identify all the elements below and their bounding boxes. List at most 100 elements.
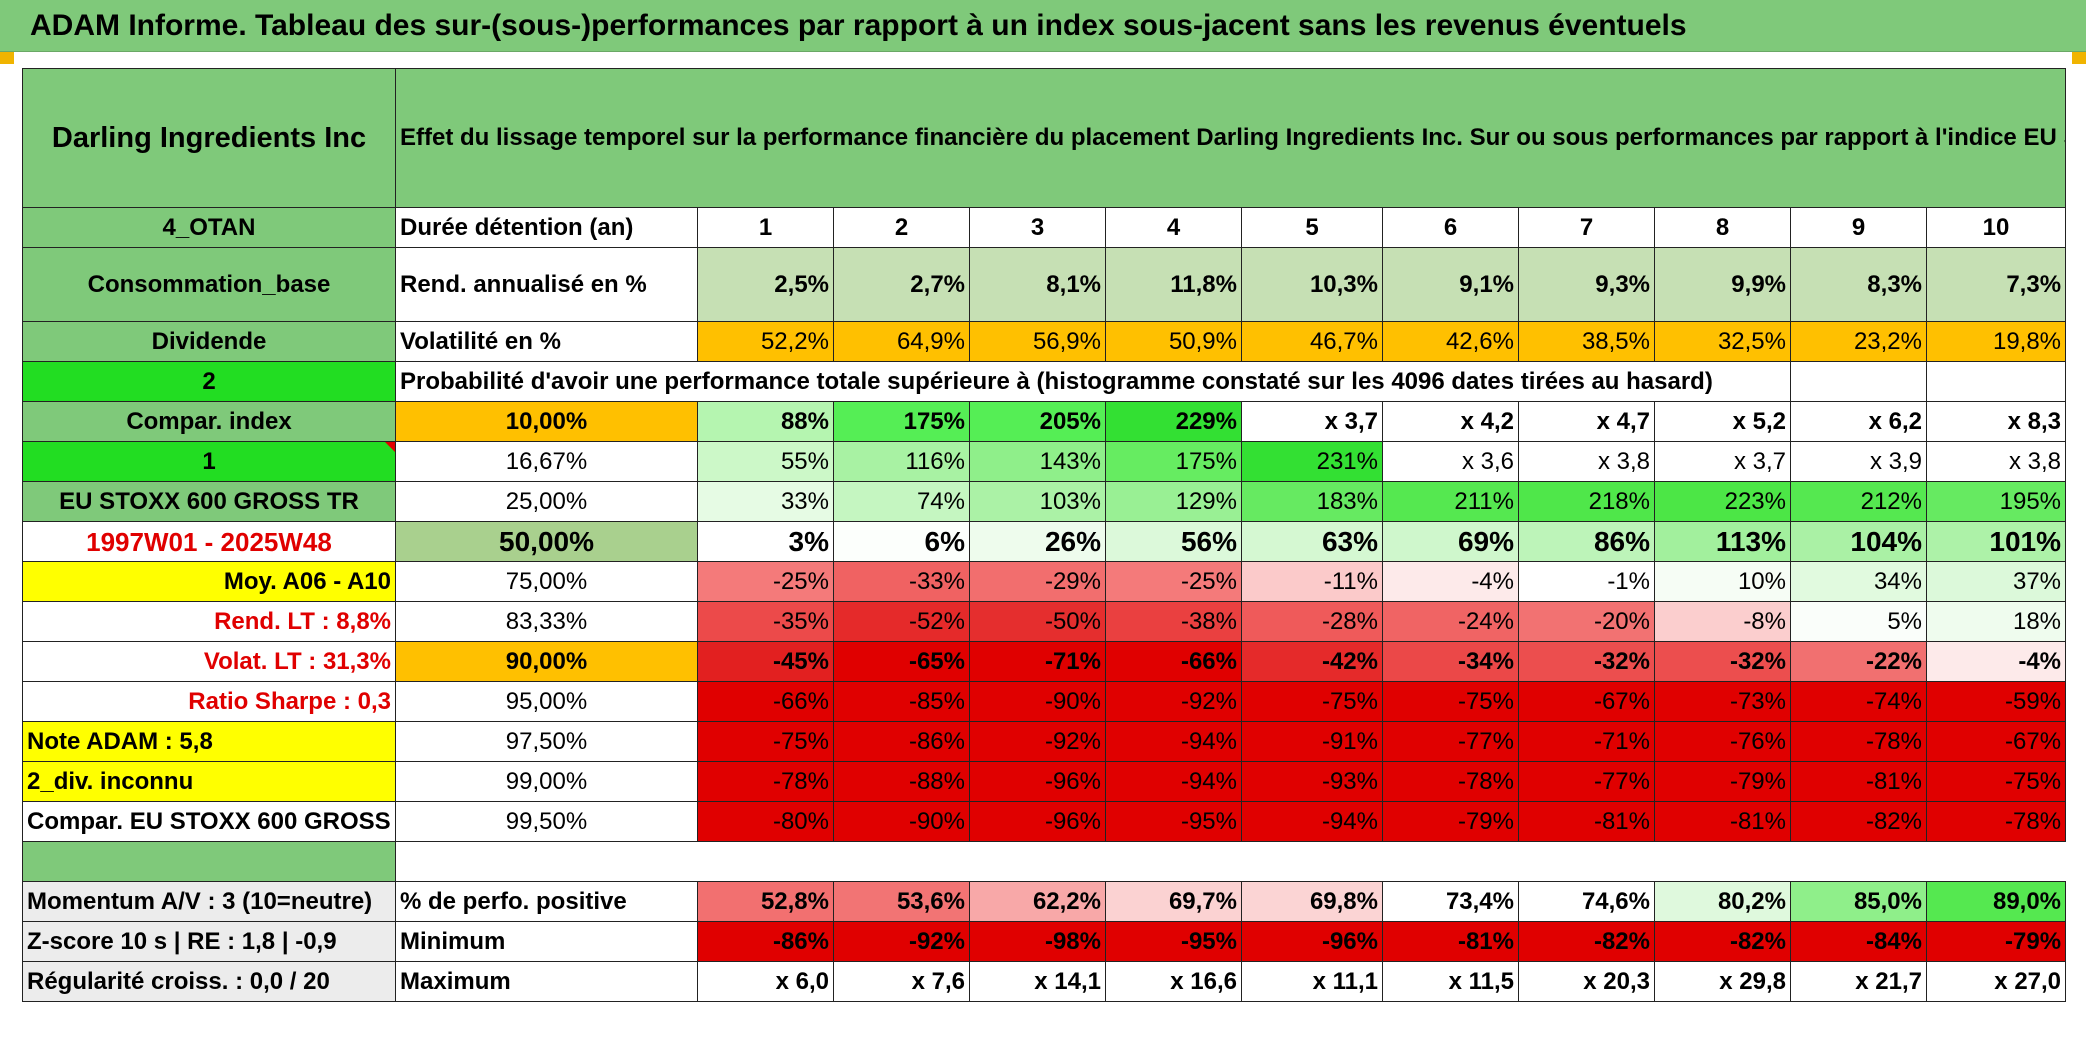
probability-cell: -78% — [1382, 761, 1519, 802]
probability-cell: -4% — [1382, 561, 1519, 602]
probability-cell: -90% — [833, 801, 970, 842]
side-label: Compar. EU STOXX 600 GROSS TR — [22, 801, 396, 842]
stats-cell: 53,6% — [833, 881, 970, 922]
probability-cell: 129% — [1105, 481, 1242, 522]
year-header: 3 — [969, 207, 1106, 248]
volatility-row: Dividende Volatilité en % 52,2% 64,9% 56… — [22, 321, 2067, 362]
stats-cell: 85,0% — [1790, 881, 1927, 922]
probability-cell: 26% — [969, 521, 1106, 562]
stats-side-label: Régularité croiss. : 0,0 / 20 — [22, 961, 396, 1002]
stats-cell: 89,0% — [1925, 881, 2067, 922]
probability-cell: 104% — [1790, 521, 1927, 562]
probability-cell: -67% — [1925, 721, 2067, 762]
probability-cell: -78% — [1925, 801, 2067, 842]
stats-cell: x 7,6 — [833, 961, 970, 1002]
probability-cell: 18% — [1925, 601, 2067, 642]
probability-cell: -77% — [1518, 761, 1655, 802]
stats-cell: x 6,0 — [697, 961, 834, 1002]
probability-cell: -74% — [1790, 681, 1927, 722]
probability-cell: -24% — [1382, 601, 1519, 642]
probability-cell: x 5,2 — [1654, 401, 1791, 442]
selector-cell[interactable]: 1 — [22, 441, 396, 482]
stats-label: Minimum — [395, 921, 698, 962]
stats-cell: -95% — [1105, 921, 1242, 962]
volatility-cell: 56,9% — [969, 321, 1106, 362]
probability-cell: -66% — [1105, 641, 1242, 682]
probability-cell: 63% — [1241, 521, 1383, 562]
volatility-cell: 32,5% — [1654, 321, 1791, 362]
stats-cell: -79% — [1925, 921, 2067, 962]
probability-cell: -92% — [969, 721, 1106, 762]
probability-cell: -67% — [1518, 681, 1655, 722]
probability-cell: 116% — [833, 441, 970, 482]
probability-cell: -91% — [1241, 721, 1383, 762]
probability-cell: -32% — [1654, 641, 1791, 682]
stats-cell: x 27,0 — [1925, 961, 2067, 1002]
probability-cell: -90% — [969, 681, 1106, 722]
probability-cell: -71% — [969, 641, 1106, 682]
stats-label: Maximum — [395, 961, 698, 1002]
stats-cell: x 20,3 — [1518, 961, 1655, 1002]
stats-cell: -81% — [1382, 921, 1519, 962]
return-cell: 2,7% — [833, 247, 970, 322]
probability-cell: -81% — [1654, 801, 1791, 842]
return-cell: 9,9% — [1654, 247, 1791, 322]
stats-cell: 52,8% — [697, 881, 834, 922]
return-cell: 11,8% — [1105, 247, 1242, 322]
probability-cell: -78% — [697, 761, 834, 802]
comment-flag-icon — [385, 442, 395, 452]
performance-table: Darling Ingredients Inc Effet du lissage… — [22, 68, 2067, 1002]
side-label: EU STOXX 600 GROSS TR — [22, 481, 396, 522]
probability-cell: -79% — [1382, 801, 1519, 842]
probability-cell: 33% — [697, 481, 834, 522]
percentile-cell: 83,33% — [395, 601, 698, 642]
probability-cell: -32% — [1518, 641, 1655, 682]
return-cell: 8,1% — [969, 247, 1106, 322]
return-cell: 7,3% — [1925, 247, 2067, 322]
probability-cell: -94% — [1105, 761, 1242, 802]
probability-cell: -81% — [1790, 761, 1927, 802]
probability-cell: -50% — [969, 601, 1106, 642]
stats-cell: -82% — [1518, 921, 1655, 962]
probability-cell: -45% — [697, 641, 834, 682]
spacer-row — [22, 841, 2066, 882]
stats-label: % de perfo. positive — [395, 881, 698, 922]
probability-cell: -75% — [1241, 681, 1383, 722]
stats-cell: x 21,7 — [1790, 961, 1927, 1002]
volatility-cell: 42,6% — [1382, 321, 1519, 362]
selector-cell[interactable]: 2 — [22, 361, 396, 402]
probability-cell: -96% — [969, 801, 1106, 842]
stats-cell: 62,2% — [969, 881, 1106, 922]
probability-cell: -33% — [833, 561, 970, 602]
probability-cell: -20% — [1518, 601, 1655, 642]
probability-cell: -28% — [1241, 601, 1383, 642]
title-row: Darling Ingredients Inc Effet du lissage… — [22, 68, 2067, 208]
dividend-label: Dividende — [22, 321, 396, 362]
stats-row: Régularité croiss. : 0,0 / 20 Maximum x 6,… — [22, 961, 2067, 1002]
year-header: 10 — [1925, 207, 2067, 248]
probability-cell: 143% — [969, 441, 1106, 482]
probability-row: Rend. LT : 8,8% 83,33% -35% -52% -50% -38% -28… — [22, 601, 2067, 642]
volatility-cell: 23,2% — [1790, 321, 1927, 362]
probability-cell: -94% — [1105, 721, 1242, 762]
probability-row: Ratio Sharpe : 0,3 95,00% -66% -85% -90% -92%… — [22, 681, 2067, 722]
probability-cell: -75% — [1382, 681, 1519, 722]
stats-cell: 74,6% — [1518, 881, 1655, 922]
probability-cell: 55% — [697, 441, 834, 482]
stats-cell: -82% — [1654, 921, 1791, 962]
probability-cell: -95% — [1105, 801, 1242, 842]
stats-side-label: Z-score 10 s | RE : 1,8 | -0,9 — [22, 921, 396, 962]
probability-cell: x 3,8 — [1518, 441, 1655, 482]
probability-cell: -22% — [1790, 641, 1927, 682]
percentile-cell: 97,50% — [395, 721, 698, 762]
probability-cell: -38% — [1105, 601, 1242, 642]
probability-cell: x 8,3 — [1925, 401, 2067, 442]
probability-cell: 103% — [969, 481, 1106, 522]
probability-cell: -73% — [1654, 681, 1791, 722]
percentile-cell: 99,50% — [395, 801, 698, 842]
side-label: Rend. LT : 8,8% — [22, 601, 396, 642]
probability-cell: 56% — [1105, 521, 1242, 562]
side-label: Moy. A06 - A10 — [22, 561, 396, 602]
probability-cell: -81% — [1518, 801, 1655, 842]
stats-side-label: Momentum A/V : 3 (10=neutre) — [22, 881, 396, 922]
